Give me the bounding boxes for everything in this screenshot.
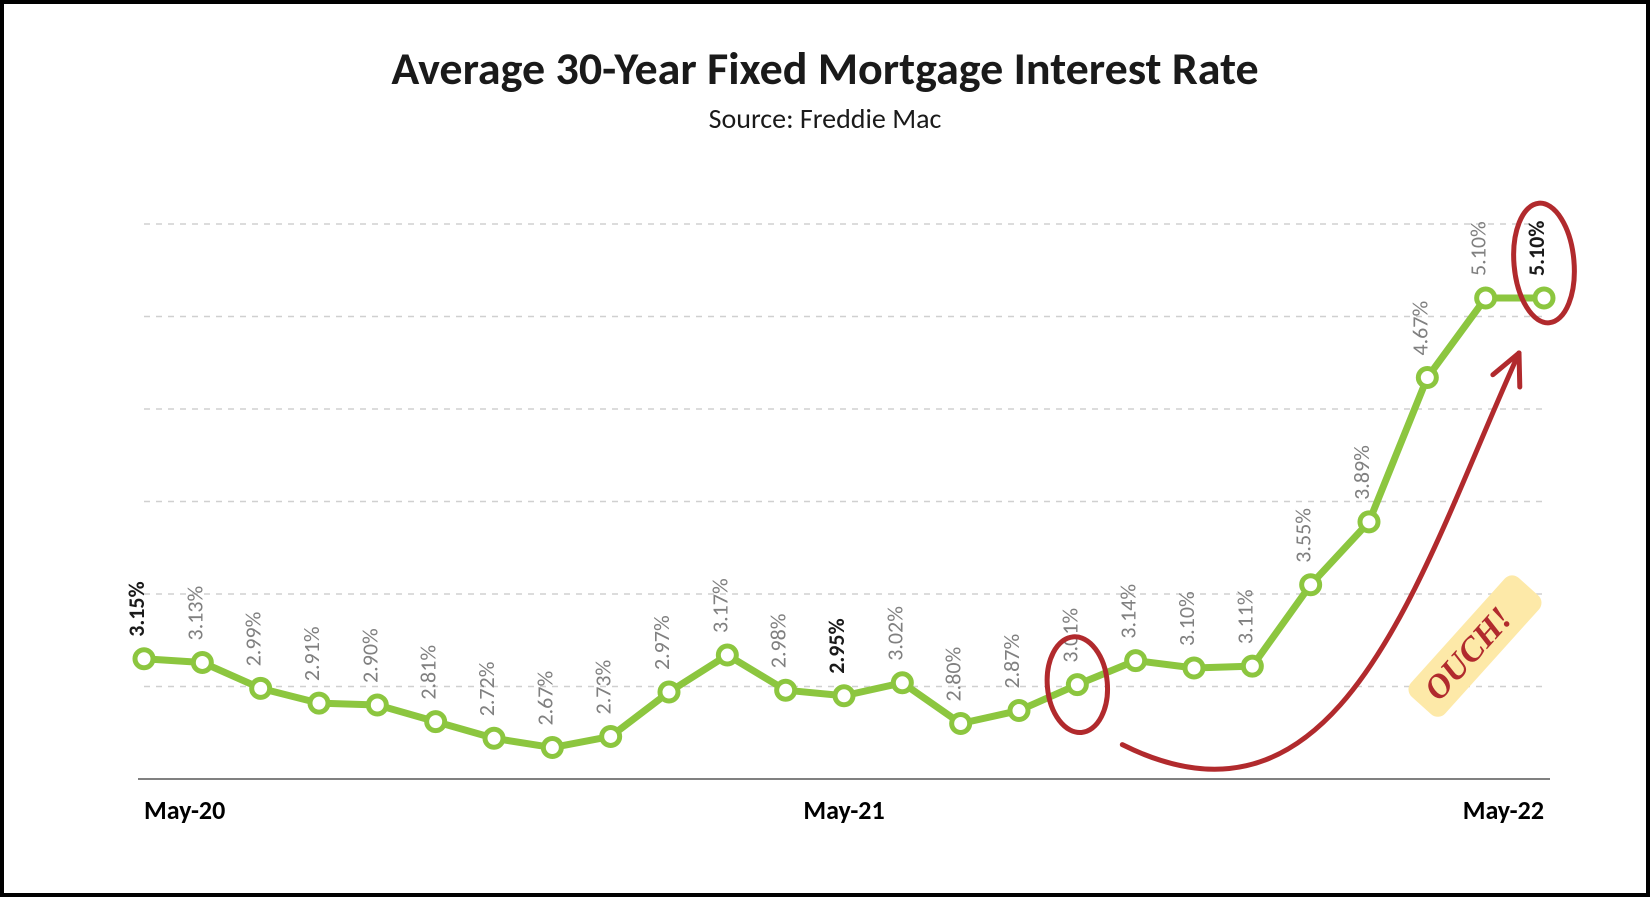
- svg-text:2.87%: 2.87%: [998, 634, 1025, 689]
- svg-text:3.89%: 3.89%: [1348, 445, 1375, 500]
- svg-text:3.14%: 3.14%: [1115, 584, 1142, 639]
- svg-text:2.72%: 2.72%: [473, 661, 500, 716]
- svg-text:5.10%: 5.10%: [1465, 221, 1492, 276]
- svg-text:May-20: May-20: [144, 794, 225, 826]
- svg-text:May-21: May-21: [803, 794, 884, 826]
- svg-text:4.67%: 4.67%: [1406, 301, 1433, 356]
- svg-text:3.10%: 3.10%: [1173, 591, 1200, 646]
- svg-text:2.91%: 2.91%: [298, 626, 325, 681]
- chart-frame: Average 30-Year Fixed Mortgage Interest …: [0, 0, 1650, 897]
- svg-text:5.10%: 5.10%: [1523, 221, 1550, 276]
- svg-text:3.15%: 3.15%: [123, 581, 150, 636]
- svg-text:3.55%: 3.55%: [1290, 508, 1317, 563]
- svg-text:2.98%: 2.98%: [765, 613, 792, 668]
- svg-text:2.97%: 2.97%: [648, 615, 675, 670]
- mortgage-rate-line-chart: 3.15% 3.13% 2.99% 2.91% 2.90% 2.81% 2.72% 2.67%…: [4, 4, 1650, 901]
- svg-text:2.81%: 2.81%: [415, 645, 442, 700]
- svg-text:2.99%: 2.99%: [240, 611, 267, 666]
- svg-text:May-22: May-22: [1463, 794, 1544, 826]
- svg-text:2.80%: 2.80%: [940, 646, 967, 701]
- svg-text:3.11%: 3.11%: [1231, 589, 1258, 644]
- svg-text:3.02%: 3.02%: [881, 606, 908, 661]
- svg-text:OUCH!: OUCH!: [1417, 600, 1519, 708]
- svg-text:2.67%: 2.67%: [531, 671, 558, 726]
- svg-text:3.17%: 3.17%: [706, 578, 733, 633]
- svg-text:2.73%: 2.73%: [590, 659, 617, 714]
- svg-text:2.90%: 2.90%: [356, 628, 383, 683]
- svg-text:3.13%: 3.13%: [181, 585, 208, 640]
- svg-text:2.95%: 2.95%: [823, 618, 850, 673]
